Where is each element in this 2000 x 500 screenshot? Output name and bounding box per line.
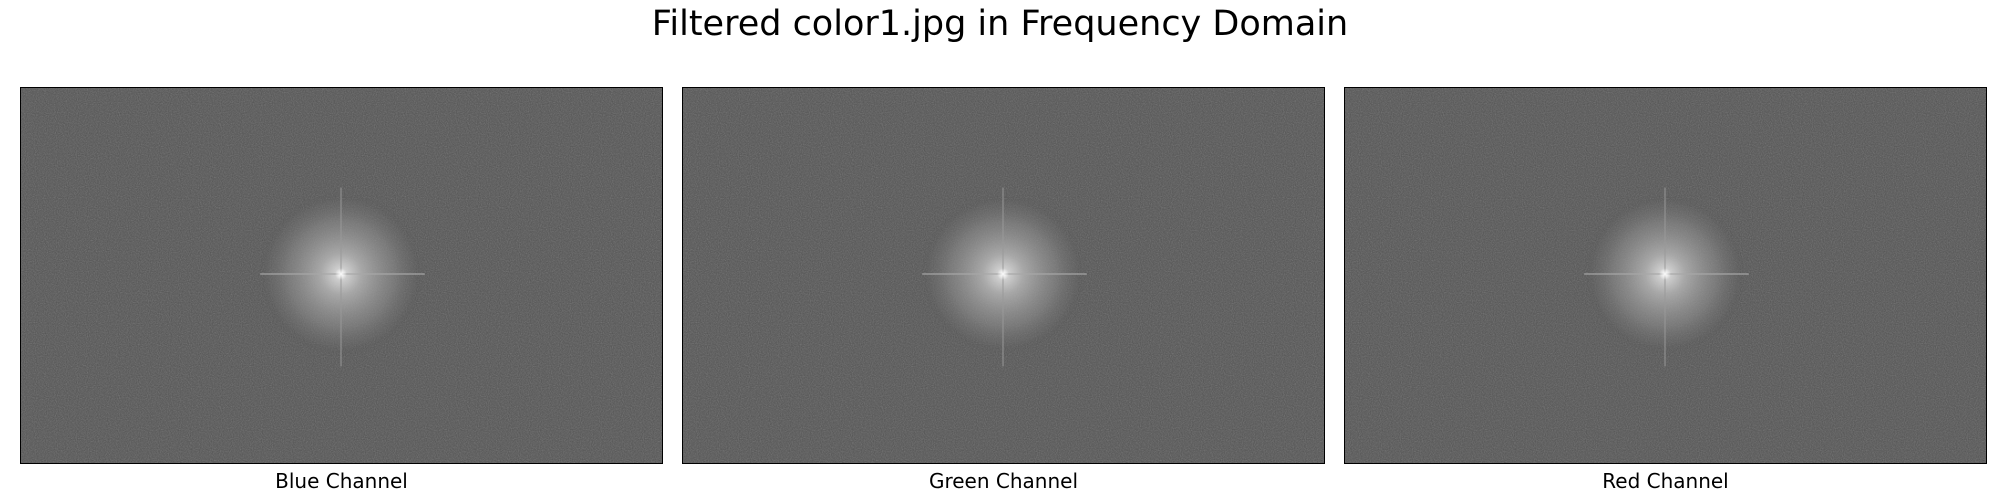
blue-channel-spectrum <box>20 87 663 464</box>
figure-title: Filtered color1.jpg in Frequency Domain <box>651 4 1349 44</box>
blue-channel-label: Blue Channel <box>275 469 408 493</box>
spectrum-center-blob <box>1584 187 1749 367</box>
spectrum-center-blob <box>259 187 425 367</box>
green-channel-spectrum <box>682 87 1325 464</box>
spectrum-center-blob <box>921 187 1087 367</box>
red-channel-spectrum <box>1344 87 1987 464</box>
red-channel-label: Red Channel <box>1602 469 1729 493</box>
green-channel-label: Green Channel <box>928 469 1079 493</box>
